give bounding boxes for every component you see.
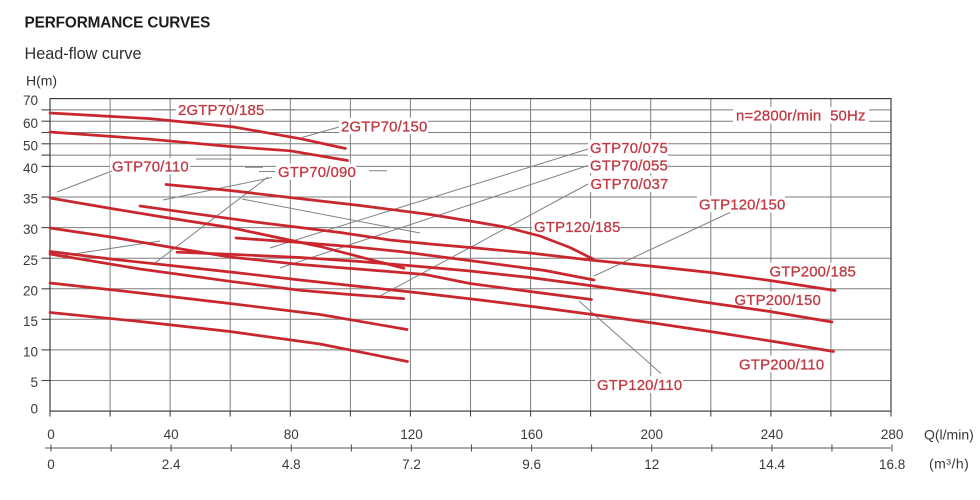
svg-text:GTP200/110: GTP200/110	[739, 357, 824, 373]
svg-text:GTP70/110: GTP70/110	[112, 159, 189, 175]
svg-text:4.8: 4.8	[282, 457, 301, 472]
svg-text:GTP70/055: GTP70/055	[590, 158, 668, 174]
svg-text:16.8: 16.8	[879, 457, 905, 472]
svg-text:GTP70/037: GTP70/037	[591, 177, 669, 193]
svg-text:50: 50	[23, 138, 38, 153]
svg-text:30: 30	[23, 222, 38, 237]
svg-text:2GTP70/185: 2GTP70/185	[178, 103, 264, 119]
svg-text:40: 40	[23, 161, 38, 176]
svg-text:H(m): H(m)	[26, 73, 57, 89]
svg-text:20: 20	[23, 283, 38, 298]
svg-text:9.6: 9.6	[522, 457, 541, 472]
svg-text:2GTP70/150: 2GTP70/150	[341, 119, 427, 135]
svg-text:10: 10	[23, 345, 38, 360]
svg-text:15: 15	[23, 314, 38, 329]
svg-text:40: 40	[164, 427, 179, 442]
svg-text:200: 200	[641, 427, 664, 442]
svg-text:(m³/h): (m³/h)	[929, 455, 969, 471]
svg-text:12: 12	[644, 457, 659, 472]
svg-text:60: 60	[23, 116, 38, 131]
svg-text:80: 80	[284, 427, 299, 442]
svg-text:n=2800r/min 50Hz: n=2800r/min 50Hz	[736, 109, 866, 125]
svg-text:160: 160	[520, 427, 543, 442]
svg-text:7.2: 7.2	[402, 457, 421, 472]
svg-text:GTP200/150: GTP200/150	[735, 293, 821, 309]
svg-text:35: 35	[23, 192, 38, 207]
svg-text:70: 70	[23, 93, 38, 108]
svg-text:0: 0	[47, 457, 55, 472]
svg-text:2.4: 2.4	[162, 457, 181, 472]
svg-text:14.4: 14.4	[759, 457, 786, 472]
svg-text:PERFORMANCE CURVES: PERFORMANCE CURVES	[25, 15, 211, 32]
svg-text:Q(l/min): Q(l/min)	[924, 426, 974, 442]
svg-text:0: 0	[47, 427, 55, 442]
svg-text:120: 120	[400, 427, 423, 442]
svg-text:5: 5	[30, 375, 38, 390]
svg-text:GTP120/150: GTP120/150	[699, 197, 785, 213]
svg-text:GTP70/075: GTP70/075	[590, 141, 668, 157]
svg-text:0: 0	[30, 402, 38, 417]
svg-text:GTP200/185: GTP200/185	[770, 264, 856, 280]
svg-text:GTP70/090: GTP70/090	[278, 165, 356, 181]
svg-text:25: 25	[23, 253, 38, 268]
svg-text:GTP120/110: GTP120/110	[597, 378, 682, 394]
svg-text:Head-flow curve: Head-flow curve	[25, 45, 142, 63]
svg-text:240: 240	[761, 427, 784, 442]
svg-text:280: 280	[881, 427, 904, 442]
svg-text:GTP120/185: GTP120/185	[534, 220, 620, 236]
